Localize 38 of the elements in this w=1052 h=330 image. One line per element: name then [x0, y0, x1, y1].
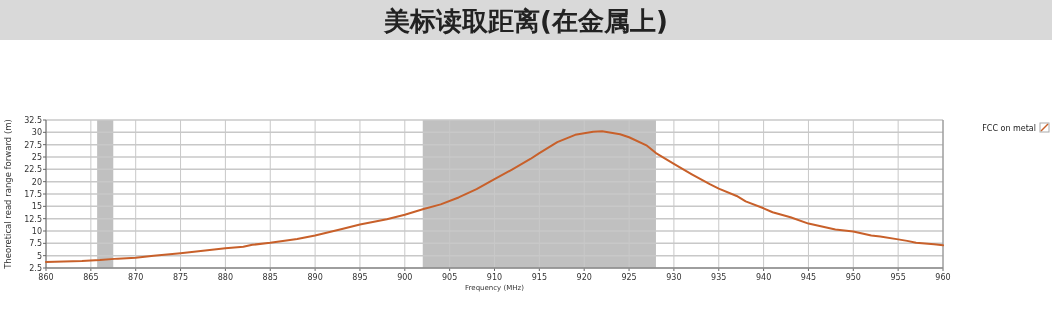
- y-tick-label: 17.5: [24, 190, 42, 199]
- y-tick-label: 5: [36, 251, 42, 261]
- y-tick-label: 27.5: [24, 140, 42, 150]
- y-tick-label: 22.5: [24, 165, 42, 175]
- x-tick-label: 930: [666, 273, 682, 282]
- x-tick-label: 955: [890, 273, 906, 282]
- x-tick-label: 870: [128, 273, 144, 282]
- y-tick-label: 32.5: [24, 116, 42, 125]
- x-tick-label: 945: [800, 273, 817, 282]
- y-tick-label: 2.5: [29, 264, 42, 273]
- x-tick-label: 860: [38, 273, 54, 282]
- legend-label: FCC on metal: [982, 124, 1036, 133]
- x-tick-label: 875: [172, 273, 189, 282]
- x-tick-label: 925: [621, 273, 637, 282]
- y-tick-label: 7.5: [29, 239, 42, 249]
- x-tick-label: 935: [711, 273, 727, 282]
- y-axis-title: Theoretical read range forward (m): [3, 119, 13, 270]
- y-tick-label: 10: [31, 227, 42, 236]
- y-tick-label: 20: [31, 177, 42, 187]
- chart-title: 美标读取距离(在金属上): [383, 6, 668, 36]
- x-tick-label: 950: [845, 273, 861, 282]
- x-tick-label: 915: [531, 273, 547, 282]
- x-tick-label: 960: [935, 273, 951, 282]
- x-tick-label: 890: [307, 273, 323, 282]
- y-tick-label: 25: [31, 153, 42, 162]
- x-tick-label: 895: [352, 273, 368, 282]
- x-tick-label: 910: [486, 273, 503, 282]
- x-tick-label: 885: [262, 273, 278, 282]
- x-tick-label: 880: [217, 273, 234, 282]
- x-tick-label: 900: [397, 273, 413, 282]
- line-series: [45, 130, 944, 264]
- x-tick-label: 865: [83, 273, 99, 282]
- x-tick-label: 940: [755, 273, 772, 282]
- y-tick-label: 15: [31, 202, 42, 212]
- x-tick-label: 905: [442, 273, 458, 282]
- y-tick-label: 12.5: [24, 214, 42, 224]
- y-tick-label: 30: [31, 128, 42, 138]
- x-tick-label: 920: [576, 273, 592, 282]
